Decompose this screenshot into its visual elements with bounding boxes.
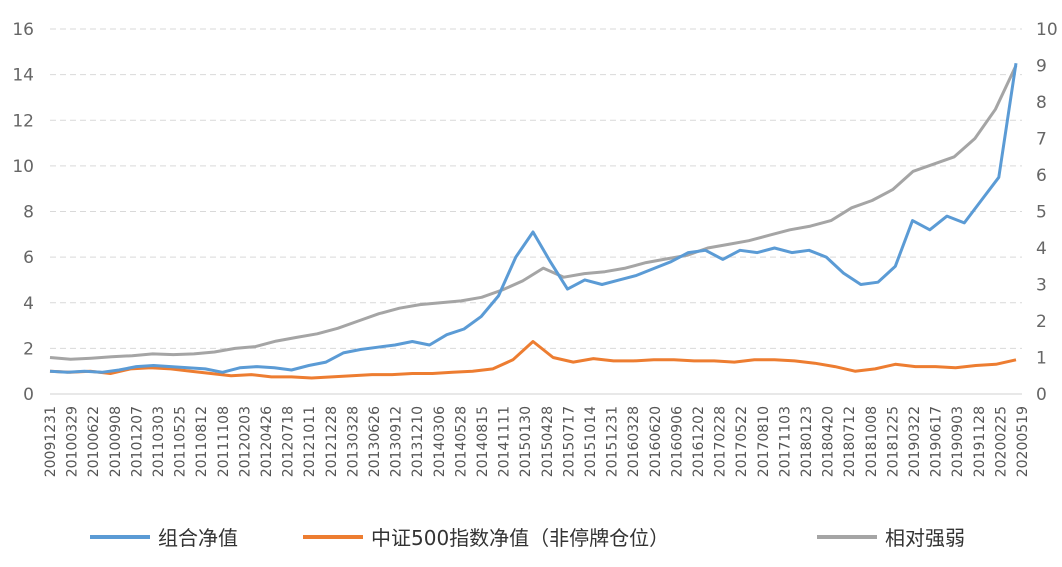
y-left-tick-label: 6 [23,248,34,268]
y-right-tick-label: 8 [1036,93,1047,113]
x-tick-label: 20191128 [972,406,988,477]
series-line [49,340,1017,380]
x-tick-label: 20181008 [864,406,880,477]
x-tick-label: 20161202 [691,406,707,477]
y-left-tick-label: 2 [23,339,34,359]
x-tick-label: 20100908 [108,406,124,477]
y-right-tick-label: 6 [1036,166,1047,186]
x-tick-label: 20200519 [1015,406,1031,477]
y-right-tick-label: 10 [1036,20,1058,40]
x-tick-label: 20111108 [216,406,232,477]
y-left-tick-label: 12 [12,111,34,131]
x-tick-label: 20151231 [605,406,621,477]
x-tick-label: 20181225 [885,406,901,477]
x-tick-label: 20130328 [345,406,361,477]
y-right-tick-label: 0 [1036,385,1047,405]
x-tick-label: 20121011 [302,406,318,477]
x-tick-label: 20140306 [432,406,448,477]
y-right-tick-label: 4 [1036,239,1047,259]
x-tick-label: 20110303 [151,406,167,477]
y-right-tick-label: 3 [1036,276,1047,296]
y-left-tick-label: 16 [12,20,34,40]
y-left-tick-label: 8 [23,203,34,223]
x-tick-label: 20120203 [237,406,253,477]
x-tick-label: 20100622 [86,406,102,477]
y-left-tick-label: 4 [23,294,34,314]
y-right-tick-label: 7 [1036,130,1047,150]
x-tick-label: 20160328 [626,406,642,477]
x-tick-label: 20140528 [453,406,469,477]
x-tick-label: 20170228 [713,406,729,477]
x-tick-label: 20160620 [648,406,664,477]
x-tick-label: 20110812 [194,406,210,477]
y-left-tick-label: 10 [12,157,34,177]
x-tick-label: 20130626 [367,406,383,477]
x-tick-label: 20190322 [907,406,923,477]
x-tick-label: 20130912 [389,406,405,477]
x-tick-label: 20110525 [173,406,189,477]
x-tick-label: 20100329 [65,406,81,477]
x-tick-label: 20151014 [583,406,599,477]
x-tick-label: 20140815 [475,406,491,477]
x-tick-label: 20160906 [669,406,685,477]
x-tick-label: 20120718 [281,406,297,477]
x-tick-label: 20121228 [324,406,340,477]
x-tick-label: 20190903 [950,406,966,477]
x-tick-label: 20170522 [734,406,750,477]
y-right-tick-label: 9 [1036,57,1047,77]
x-tick-label: 20171103 [777,406,793,477]
legend-label: 中证500指数净值（非停牌仓位） [371,526,669,550]
x-tick-label: 20150428 [540,406,556,477]
x-tick-label: 20180123 [799,406,815,477]
x-tick-label: 20101207 [129,406,145,477]
x-tick-label: 20091231 [43,406,59,477]
x-tick-label: 20120426 [259,406,275,477]
y-right-tick-label: 5 [1036,203,1047,223]
x-tick-label: 20150717 [561,406,577,477]
x-tick-label: 20180712 [842,406,858,477]
legend-label: 相对强弱 [885,526,965,550]
series-line [49,62,1018,374]
x-tick-label: 20150130 [518,406,534,477]
y-right-tick-label: 2 [1036,312,1047,332]
y-right-tick-label: 1 [1036,349,1047,369]
x-tick-label: 20190617 [929,406,945,477]
x-tick-label: 20180420 [821,406,837,477]
y-left-tick-label: 14 [12,66,34,86]
x-tick-label: 20141111 [497,406,513,477]
legend-label: 组合净值 [158,526,238,550]
x-tick-label: 20131210 [410,406,426,477]
series-line [49,64,1018,361]
x-tick-label: 20170810 [756,406,772,477]
y-left-tick-label: 0 [23,385,34,405]
x-tick-label: 20200225 [993,406,1009,477]
